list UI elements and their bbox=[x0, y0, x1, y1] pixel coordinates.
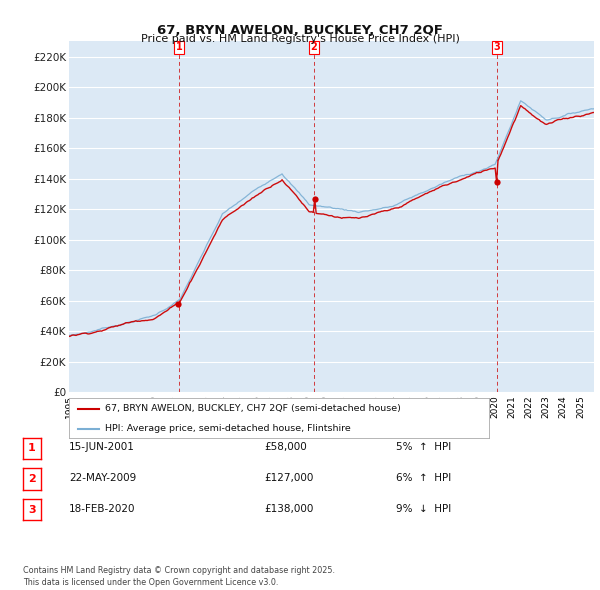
Text: 6%  ↑  HPI: 6% ↑ HPI bbox=[396, 473, 451, 483]
Text: 3: 3 bbox=[28, 505, 35, 514]
Text: £127,000: £127,000 bbox=[264, 473, 313, 483]
Text: 1: 1 bbox=[28, 444, 35, 453]
Text: 18-FEB-2020: 18-FEB-2020 bbox=[69, 504, 136, 513]
Text: HPI: Average price, semi-detached house, Flintshire: HPI: Average price, semi-detached house,… bbox=[104, 424, 350, 434]
Text: Price paid vs. HM Land Registry's House Price Index (HPI): Price paid vs. HM Land Registry's House … bbox=[140, 34, 460, 44]
Text: 3: 3 bbox=[494, 42, 500, 53]
Text: 22-MAY-2009: 22-MAY-2009 bbox=[69, 473, 136, 483]
Text: £58,000: £58,000 bbox=[264, 442, 307, 452]
Text: 2: 2 bbox=[28, 474, 35, 484]
Text: 9%  ↓  HPI: 9% ↓ HPI bbox=[396, 504, 451, 513]
Text: £138,000: £138,000 bbox=[264, 504, 313, 513]
Text: 2: 2 bbox=[311, 42, 317, 53]
Text: 1: 1 bbox=[176, 42, 182, 53]
Text: 15-JUN-2001: 15-JUN-2001 bbox=[69, 442, 135, 452]
Text: 5%  ↑  HPI: 5% ↑ HPI bbox=[396, 442, 451, 452]
Text: Contains HM Land Registry data © Crown copyright and database right 2025.
This d: Contains HM Land Registry data © Crown c… bbox=[23, 566, 335, 587]
Text: 67, BRYN AWELON, BUCKLEY, CH7 2QF: 67, BRYN AWELON, BUCKLEY, CH7 2QF bbox=[157, 24, 443, 37]
Text: 67, BRYN AWELON, BUCKLEY, CH7 2QF (semi-detached house): 67, BRYN AWELON, BUCKLEY, CH7 2QF (semi-… bbox=[104, 404, 401, 414]
